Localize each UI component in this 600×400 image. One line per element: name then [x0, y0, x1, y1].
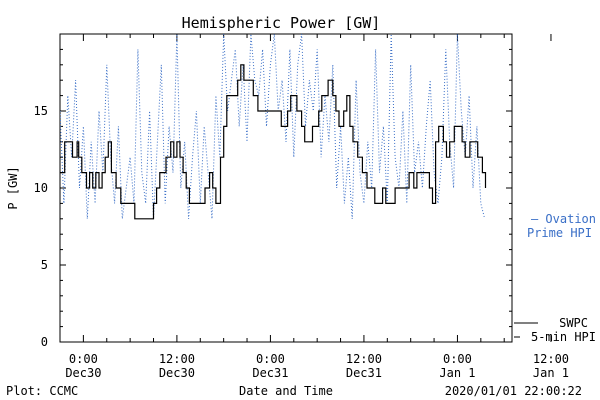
chart-title: Hemispheric Power [GW] [182, 14, 381, 32]
plot-frame [59, 33, 513, 343]
x-tick-date: Dec31 [346, 366, 382, 380]
y-axis-label: P [GW] [6, 166, 20, 209]
y-tick-label: 10 [34, 181, 48, 195]
x-tick-date: Dec30 [65, 366, 101, 380]
x-tick-time: 12:00 [346, 352, 382, 366]
x-tick-time: 12:00 [159, 352, 195, 366]
y-tick-label: 15 [34, 104, 48, 118]
y-tick-label: 0 [41, 335, 48, 349]
x-tick-date: Dec31 [252, 366, 288, 380]
series-swpc-line [60, 64, 487, 220]
x-tick-time: 0:00 [443, 352, 472, 366]
series-ovation-prime-line [60, 34, 486, 219]
legend-ovation-line2: Prime HPI [527, 226, 592, 240]
legend-swpc-line2: 5-min HPI [531, 330, 596, 344]
plot-credit: Plot: CCMC [6, 384, 78, 398]
x-tick-time: 12:00 [533, 352, 569, 366]
x-tick-date: Jan 1 [439, 366, 475, 380]
x-tick-date: Dec30 [159, 366, 195, 380]
legend-swpc-line1: SWPC [559, 316, 588, 330]
x-tick-time: 0:00 [69, 352, 98, 366]
plot-timestamp: 2020/01/01 22:00:22 [445, 384, 582, 398]
y-tick-label: 5 [41, 258, 48, 272]
x-tick-time: 0:00 [256, 352, 285, 366]
legend-ovation-line1: — Ovation [531, 212, 596, 226]
x-tick-date: Jan 1 [533, 366, 569, 380]
x-axis-label: Date and Time [239, 384, 333, 398]
